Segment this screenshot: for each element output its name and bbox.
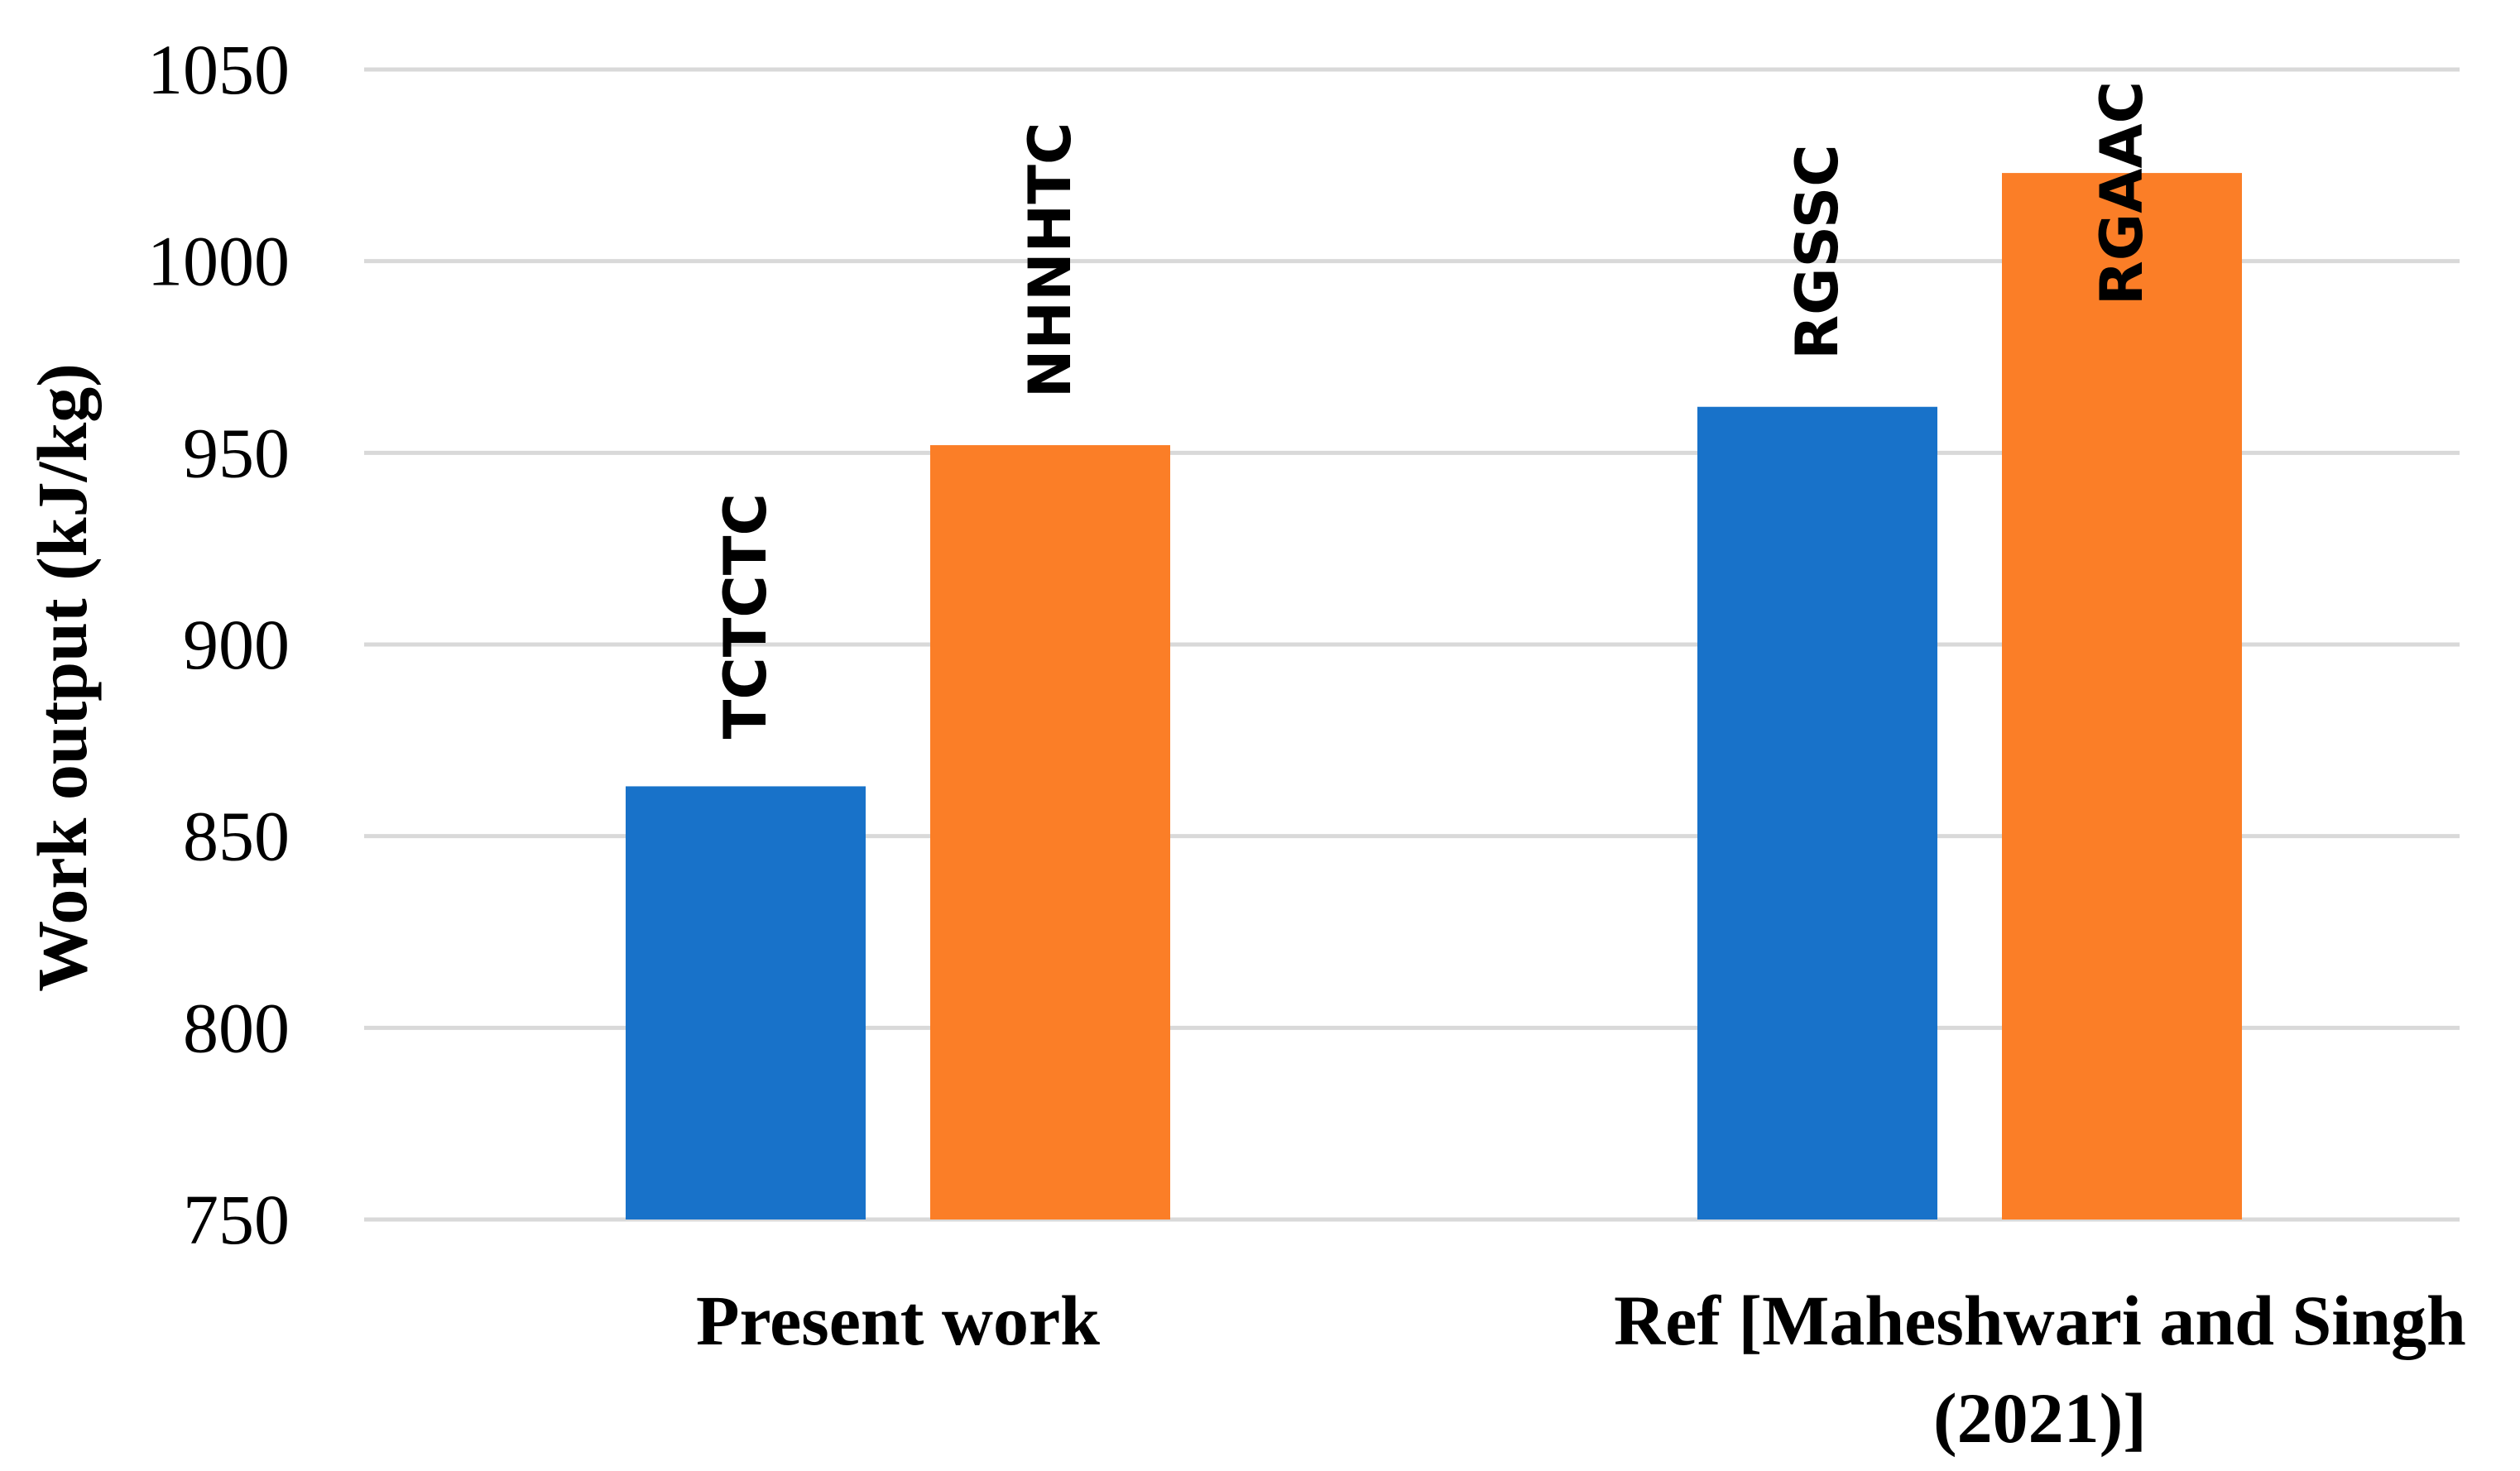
bar-rgssc	[1697, 406, 1937, 1219]
y-tick-label: 1050	[147, 30, 290, 109]
x-axis-categories: Present work Ref [Maheshwari and Singh (20…	[696, 1281, 2466, 1458]
y-tick-label: 1000	[147, 222, 290, 301]
bar-nhnhtc	[930, 445, 1170, 1219]
bars	[626, 173, 2242, 1220]
y-tick-label: 850	[183, 797, 290, 876]
x-category-label: (2021)]	[1933, 1378, 2147, 1458]
bar-label-tctctc: TCTCTC	[712, 493, 780, 739]
bar-label-nhnhtc: NHNHTC	[1016, 122, 1084, 398]
y-axis-title: Work output (kJ/kg)	[22, 363, 102, 992]
bar-label-rgssc: RGSSC	[1783, 144, 1851, 359]
bar-labels: TCTCTC NHNHTC RGSSC RGAAC	[712, 81, 2156, 739]
y-tick-label: 950	[183, 413, 290, 492]
bar-label-rgaac: RGAAC	[2088, 81, 2156, 305]
x-category-label: Ref [Maheshwari and Singh	[1614, 1281, 2466, 1360]
bar-rgaac	[2002, 173, 2242, 1220]
x-category-label: Present work	[696, 1281, 1100, 1360]
bar-tctctc	[626, 786, 866, 1219]
y-tick-label: 750	[183, 1180, 290, 1259]
y-tick-label: 800	[183, 988, 290, 1067]
y-tick-label: 900	[183, 605, 290, 684]
y-axis-ticks: 750 800 850 900 950 1000 1050	[147, 30, 290, 1259]
